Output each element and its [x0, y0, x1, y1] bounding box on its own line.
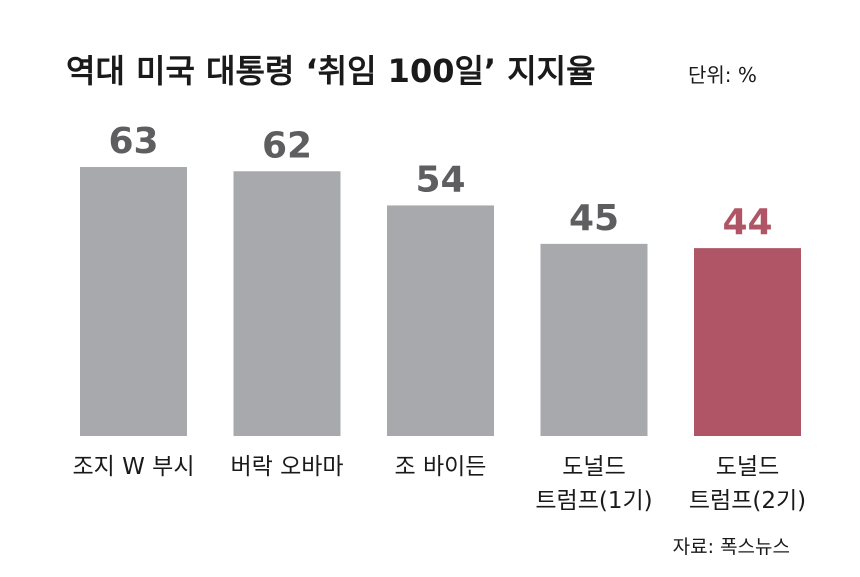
category-label-3-line-1: 트럼프(1기)	[535, 488, 652, 514]
source-note: 자료: 폭스뉴스	[673, 536, 790, 558]
value-labels-group: 63 62 54 45 44	[108, 121, 772, 243]
category-label-0: 조지 W 부시	[72, 454, 194, 480]
bar-2	[387, 205, 494, 436]
category-label-3-line-0: 도널드	[562, 454, 625, 480]
value-label-0: 63	[108, 121, 158, 162]
bars-group	[80, 167, 801, 436]
value-label-4: 44	[722, 202, 772, 243]
value-label-1: 62	[262, 125, 312, 166]
category-label-2: 조 바이든	[395, 454, 487, 480]
category-label-4-line-0: 도널드	[716, 454, 779, 480]
bar-4	[694, 248, 801, 436]
category-label-4-line-1: 트럼프(2기)	[689, 488, 806, 514]
category-label-1: 버락 오바마	[230, 454, 343, 480]
chart-title: 역대 미국 대통령 ‘취임 100일’ 지지율	[66, 52, 596, 90]
bar-0	[80, 167, 187, 436]
value-label-3: 45	[569, 198, 619, 239]
bar-3	[540, 243, 648, 436]
value-label-2: 54	[415, 159, 465, 200]
unit-label: 단위: %	[688, 63, 757, 87]
chart-header: 역대 미국 대통령 ‘취임 100일’ 지지율 단위: %	[66, 52, 757, 90]
bar-1	[233, 171, 341, 436]
